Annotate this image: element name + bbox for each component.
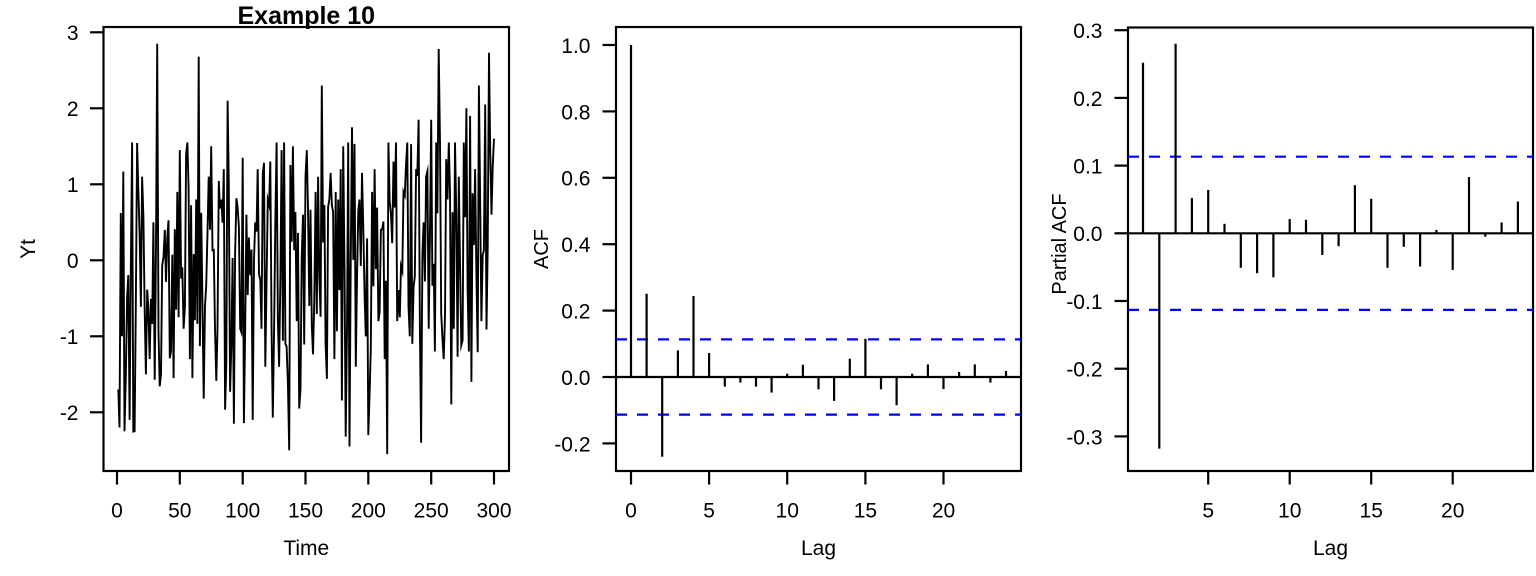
svg-text:250: 250 bbox=[414, 500, 449, 523]
svg-text:-0.3: -0.3 bbox=[1066, 426, 1102, 449]
svg-text:0: 0 bbox=[625, 500, 637, 523]
svg-text:-1: -1 bbox=[60, 326, 79, 349]
svg-text:0.1: 0.1 bbox=[1073, 156, 1102, 179]
svg-text:Time: Time bbox=[283, 537, 329, 560]
svg-text:-0.2: -0.2 bbox=[554, 433, 590, 456]
svg-text:Lag: Lag bbox=[801, 537, 836, 560]
svg-text:-0.1: -0.1 bbox=[1066, 291, 1102, 314]
svg-text:-0.2: -0.2 bbox=[1066, 359, 1102, 382]
svg-text:0: 0 bbox=[111, 500, 123, 523]
svg-text:0.6: 0.6 bbox=[561, 168, 590, 191]
svg-text:100: 100 bbox=[225, 500, 260, 523]
svg-text:10: 10 bbox=[776, 500, 799, 523]
svg-text:0.2: 0.2 bbox=[561, 301, 590, 324]
svg-text:0.3: 0.3 bbox=[1073, 20, 1102, 43]
svg-text:15: 15 bbox=[854, 500, 877, 523]
svg-text:1.0: 1.0 bbox=[561, 35, 590, 58]
svg-text:1: 1 bbox=[67, 174, 79, 197]
svg-text:Example 10: Example 10 bbox=[238, 2, 376, 30]
svg-text:0.2: 0.2 bbox=[1073, 88, 1102, 111]
svg-text:5: 5 bbox=[703, 500, 715, 523]
svg-text:2: 2 bbox=[67, 98, 79, 121]
svg-text:ACF: ACF bbox=[531, 229, 553, 269]
svg-text:200: 200 bbox=[351, 500, 386, 523]
svg-text:0: 0 bbox=[67, 250, 79, 273]
svg-text:300: 300 bbox=[476, 500, 511, 523]
svg-text:Lag: Lag bbox=[1313, 537, 1348, 560]
svg-text:Yt: Yt bbox=[17, 239, 40, 259]
svg-text:0.0: 0.0 bbox=[1073, 223, 1102, 246]
svg-text:0.0: 0.0 bbox=[561, 367, 590, 390]
svg-text:0.4: 0.4 bbox=[561, 234, 591, 257]
svg-text:15: 15 bbox=[1360, 500, 1383, 523]
svg-text:0.8: 0.8 bbox=[561, 101, 590, 124]
svg-text:Partial ACF: Partial ACF bbox=[1049, 193, 1071, 294]
svg-text:-2: -2 bbox=[60, 402, 79, 425]
svg-text:20: 20 bbox=[1441, 500, 1464, 523]
svg-text:20: 20 bbox=[932, 500, 955, 523]
svg-text:10: 10 bbox=[1278, 500, 1301, 523]
svg-text:5: 5 bbox=[1202, 500, 1214, 523]
svg-text:50: 50 bbox=[168, 500, 191, 523]
svg-text:150: 150 bbox=[288, 500, 323, 523]
svg-text:3: 3 bbox=[67, 22, 79, 45]
